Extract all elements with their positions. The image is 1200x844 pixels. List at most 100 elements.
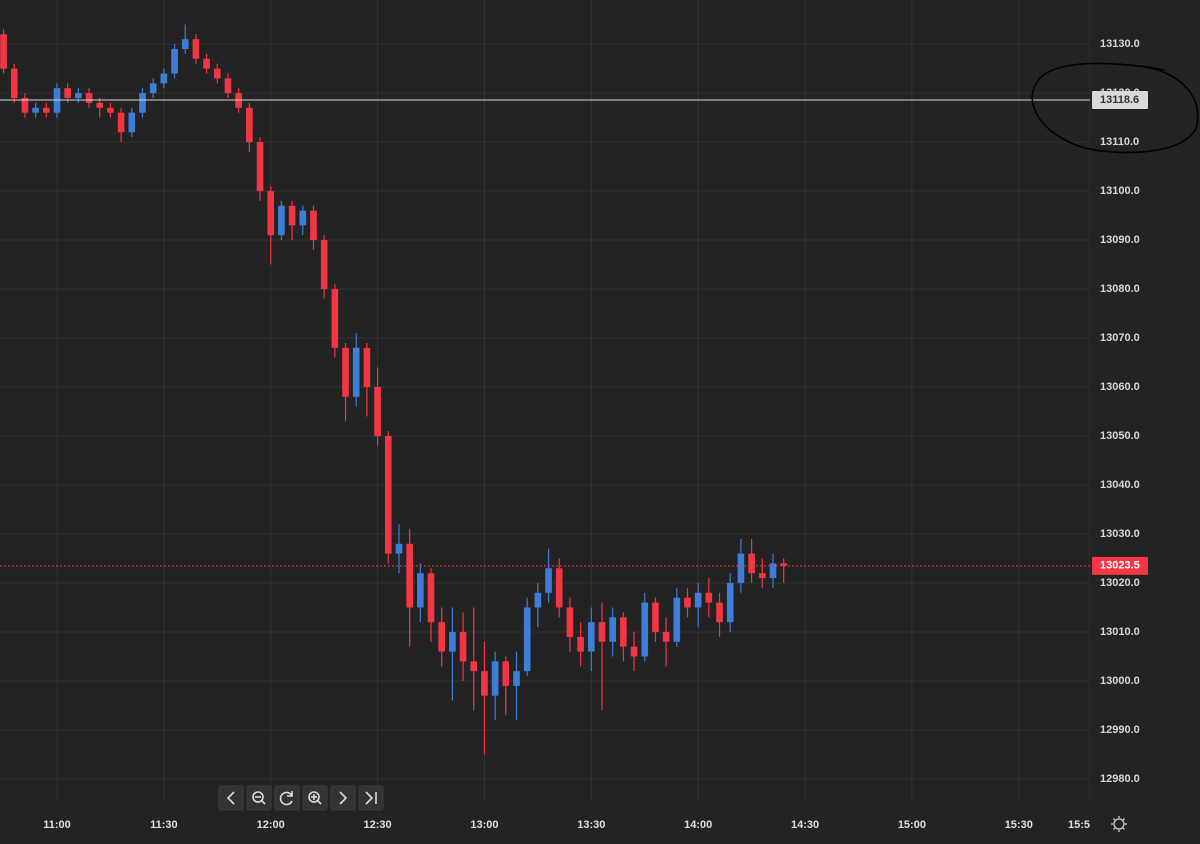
candle-body bbox=[427, 573, 435, 623]
candle-body bbox=[224, 78, 232, 94]
candle-body bbox=[160, 73, 168, 84]
candle-body bbox=[748, 553, 755, 574]
price-label: 13023.5 bbox=[1100, 560, 1140, 572]
candle-body bbox=[310, 210, 317, 241]
candle-body bbox=[342, 347, 349, 397]
y-tick-label: 13080.0 bbox=[1100, 283, 1140, 295]
candle-body bbox=[331, 289, 339, 348]
candle-body bbox=[267, 191, 275, 236]
candle-body bbox=[10, 68, 18, 98]
plot-area bbox=[0, 24, 1090, 755]
y-tick-label: 13030.0 bbox=[1100, 528, 1140, 540]
candle-body bbox=[117, 112, 125, 133]
zoom-out-button[interactable] bbox=[246, 785, 272, 811]
candle-body bbox=[545, 568, 552, 593]
candle-body bbox=[363, 347, 371, 388]
candle-body bbox=[449, 631, 456, 652]
candle-body bbox=[459, 631, 467, 662]
candle-body bbox=[85, 93, 93, 103]
candle-body bbox=[192, 39, 200, 59]
candle-body bbox=[716, 602, 723, 623]
candle-body bbox=[288, 205, 296, 226]
candle-body bbox=[278, 205, 285, 236]
scroll-to-end-button[interactable] bbox=[358, 785, 384, 811]
candle-body bbox=[256, 142, 264, 192]
candle-body bbox=[139, 93, 146, 113]
candle-body bbox=[598, 622, 606, 642]
price-label-box bbox=[1092, 90, 1148, 109]
x-tick-label: 12:00 bbox=[257, 819, 285, 831]
candle-body bbox=[395, 543, 403, 554]
candle-body bbox=[470, 661, 478, 672]
y-tick-label: 13050.0 bbox=[1100, 430, 1140, 442]
x-tick-label: 15:00 bbox=[898, 819, 926, 831]
candle-body bbox=[352, 347, 360, 397]
candle-body bbox=[609, 617, 616, 642]
candle-body bbox=[534, 592, 542, 608]
candle-body bbox=[213, 68, 221, 79]
scroll-right-button[interactable] bbox=[330, 785, 356, 811]
x-tick-label: 12:30 bbox=[364, 819, 392, 831]
y-tick-label: 13020.0 bbox=[1100, 577, 1140, 589]
y-tick-label: 13040.0 bbox=[1100, 479, 1140, 491]
candle-body bbox=[246, 107, 253, 143]
candle-body bbox=[566, 607, 574, 637]
x-tick-label: 13:30 bbox=[577, 819, 605, 831]
candle-body bbox=[21, 97, 29, 113]
y-tick-label: 12980.0 bbox=[1100, 773, 1140, 785]
candle-body bbox=[438, 622, 446, 652]
candle-body bbox=[555, 568, 563, 608]
settings-button[interactable] bbox=[1111, 816, 1127, 832]
candle-body bbox=[694, 592, 702, 608]
candle-body bbox=[171, 48, 178, 74]
toolbar bbox=[218, 785, 384, 811]
candle-body bbox=[417, 573, 424, 608]
candle-body bbox=[502, 661, 510, 686]
candle-body bbox=[320, 240, 328, 290]
price-label-box bbox=[1092, 556, 1148, 575]
hand-drawn-ellipse bbox=[1031, 62, 1199, 154]
x-tick-label: 14:30 bbox=[791, 819, 819, 831]
price-label: 13118.6 bbox=[1100, 94, 1139, 106]
candle-body bbox=[780, 563, 787, 566]
y-tick-label: 13070.0 bbox=[1100, 332, 1140, 344]
candle-body bbox=[149, 83, 157, 94]
axis-labels: 12980.0 12990.0 13000.0 13010.0 13020.0 13030… bbox=[43, 38, 1148, 831]
candle-body bbox=[406, 543, 413, 608]
y-tick-label: 13110.0 bbox=[1100, 136, 1139, 148]
scroll-left-button[interactable] bbox=[218, 785, 244, 811]
candle-body bbox=[662, 631, 670, 642]
candle-body bbox=[203, 58, 210, 69]
candle-body bbox=[64, 88, 71, 98]
candle-body bbox=[652, 602, 659, 632]
candle-body bbox=[107, 107, 114, 113]
y-tick-label: 13130.0 bbox=[1100, 38, 1140, 50]
candle-body bbox=[384, 436, 392, 554]
candle-body bbox=[491, 661, 499, 696]
x-tick-label: 11:30 bbox=[150, 819, 178, 831]
candle-body bbox=[523, 607, 531, 672]
candle-body bbox=[32, 107, 39, 113]
candle-body bbox=[42, 107, 50, 113]
zoom-in-button[interactable] bbox=[302, 785, 328, 811]
candle-body bbox=[673, 597, 681, 642]
candle-body bbox=[374, 387, 381, 437]
reset-button[interactable] bbox=[274, 785, 300, 811]
candle-body bbox=[737, 553, 745, 583]
candle-body bbox=[181, 39, 189, 49]
candle-body bbox=[481, 671, 488, 696]
candle-body bbox=[587, 622, 595, 652]
candle-body bbox=[0, 34, 7, 69]
x-tick-label: 11:00 bbox=[43, 819, 71, 831]
x-tick-label: 15:5 bbox=[1068, 819, 1090, 831]
candle-body bbox=[769, 563, 777, 579]
y-tick-label: 13060.0 bbox=[1100, 381, 1140, 393]
x-tick-label: 15:30 bbox=[1005, 819, 1033, 831]
x-tick-label: 14:00 bbox=[684, 819, 712, 831]
y-tick-label: 13010.0 bbox=[1100, 626, 1140, 638]
candle-body bbox=[630, 646, 638, 657]
candle-body bbox=[705, 592, 713, 603]
candle-body bbox=[577, 636, 584, 652]
